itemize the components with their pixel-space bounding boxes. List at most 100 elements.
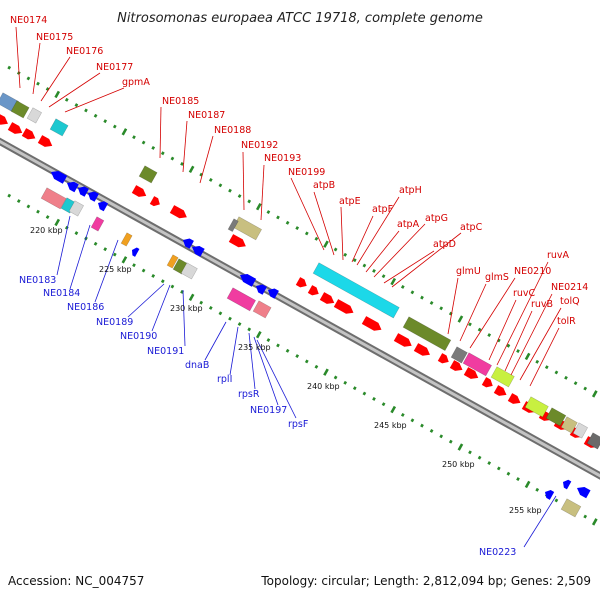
cog-category-box [68,200,84,217]
tick-mark [74,103,79,108]
tick-mark [141,268,146,273]
forward-gene-arrow [131,185,147,197]
tick-mark [112,124,117,129]
cog-category-box [524,396,549,418]
cog-category-box [10,100,30,119]
gene-label-atpb: atpB [313,180,335,191]
gene-label-atpa: atpA [397,219,420,230]
scale-tick-250: 250 kbp [442,460,475,469]
tick-mark [304,359,309,364]
scale-tick-240: 240 kbp [307,382,340,391]
reverse-gene-arrow [78,186,89,197]
forward-leader-line [469,277,516,349]
reverse-gene-labels: NE0183 NE0184 NE0186 NE0189 NE0190 NE019… [19,275,516,558]
tick-mark [352,386,357,391]
reverse-leader-line [204,321,227,361]
forward-leader-line [356,196,400,266]
gene-label-tolq: tolQ [560,296,580,307]
tick-mark [583,386,588,391]
tick-mark [477,455,482,460]
tick-mark [468,450,472,455]
scale-tick-230: 230 kbp [170,304,203,313]
tick-mark [285,348,290,353]
reverse-gene-arrow [268,288,279,299]
tick-mark [487,461,492,465]
gene-label-ne0177: NE0177 [96,62,133,73]
tick-mark [218,311,223,316]
tick-mark [323,368,329,376]
forward-leader-line [182,120,188,173]
tick-mark [295,226,300,231]
cog-category-box [545,407,567,427]
reverse-leader-line [253,336,279,406]
tick-mark [255,331,262,339]
forward-leader-line [529,327,560,387]
reverse-gene-arrow [88,191,99,202]
gene-label-ne0223: NE0223 [479,547,516,558]
tick-mark [151,273,156,278]
tick-mark [524,352,531,361]
tick-mark [132,263,136,268]
forward-gene-arrow [149,196,160,207]
tick-mark [516,477,520,482]
tick-mark [429,301,434,305]
tick-mark [7,65,12,70]
tick-mark [54,218,61,227]
scale-tick-235: 235 kbp [238,343,271,352]
tick-mark [468,322,472,327]
reverse-leader-line [151,284,171,332]
gene-label-ne0191: NE0191 [147,346,184,357]
tick-mark [103,119,108,124]
tick-mark [544,365,549,370]
forward-leader-line [488,299,517,361]
cog-category-box [312,262,400,319]
tick-mark [64,97,69,102]
tick-mark [314,236,319,241]
tick-mark [362,391,367,396]
gene-label-ne0176: NE0176 [66,46,103,57]
gene-label-atpc: atpC [460,222,483,233]
reverse-gene-arrow [183,238,194,249]
tick-mark [583,514,588,519]
cog-category-box [166,254,179,269]
accession-text: Accession: NC_004757 [8,574,144,588]
forward-gene-arrow [169,205,187,219]
tick-mark [420,295,424,300]
tick-mark [93,241,98,246]
forward-gene-arrow [228,234,246,248]
tick-mark [7,193,12,198]
tick-mark [400,412,405,417]
gene-label-ne0184: NE0184 [43,288,80,299]
gene-label-gpma: gpmA [122,77,150,88]
tick-mark [121,128,128,136]
tick-mark [457,443,464,451]
forward-leader-line [459,283,487,342]
gene-label-ne0199: NE0199 [288,167,325,178]
cog-category-box [560,498,582,518]
gene-label-ne0188: NE0188 [214,125,251,136]
gene-label-ne0183: NE0183 [19,275,56,286]
tick-mark [439,434,444,439]
tick-mark [372,268,376,273]
forward-gene-arrow [463,367,479,379]
tick-mark [228,188,232,193]
forward-leader-line [15,26,21,89]
scale-tick-255: 255 kbp [509,506,542,515]
tick-mark [84,108,88,113]
tick-mark [228,316,232,321]
cog-category-box [252,300,272,319]
tick-mark [266,338,271,343]
forward-gene-arrow [393,333,412,347]
cog-category-box [450,346,468,364]
tick-mark [591,390,598,398]
gene-label-ne0175: NE0175 [36,32,73,43]
gene-label-ne0189: NE0189 [96,317,133,328]
reverse-gene-arrow [132,247,140,257]
tick-mark [295,354,300,359]
forward-leader-line [199,135,214,184]
reverse-leader-line [248,332,256,390]
tick-mark [285,220,290,225]
gene-label-ne0187: NE0187 [188,110,225,121]
map-title: Nitrosomonas europaea ATCC 19718, comple… [117,11,483,26]
reverse-gene-arrow [577,486,591,499]
